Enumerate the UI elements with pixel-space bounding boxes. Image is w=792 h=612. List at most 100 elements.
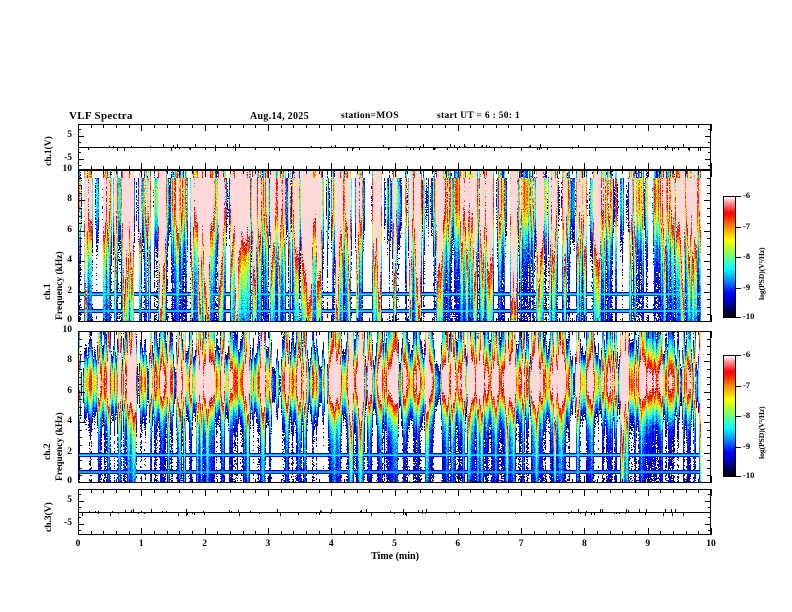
x-minor-tick-top-0-18 (305, 124, 307, 128)
ch2-y-major-tick-left-4 (78, 361, 85, 363)
ch1-y-minor-tick-left-14 (78, 215, 82, 217)
x-minor-tick-bottom-2-47 (673, 479, 675, 483)
x-minor-tick-top-2-3 (115, 331, 117, 335)
ch1v-y-minor-tick-3 (78, 151, 81, 153)
ch2-y-major-tick-right-4 (704, 361, 711, 363)
ch1-y-major-tick-right-2 (704, 261, 711, 263)
x-major-tick-top-2-0 (78, 331, 79, 338)
x-minor-tick-bottom-1-37 (546, 318, 548, 322)
x-major-tick-top-3-3 (267, 489, 269, 496)
ch2-y-major-tick-right-0 (704, 482, 711, 483)
x-minor-tick-top-3-21 (343, 489, 345, 493)
x-minor-tick-top-3-13 (242, 489, 244, 493)
x-minor-tick-top-3-36 (533, 489, 535, 493)
x-major-tick-top-3-4 (331, 489, 333, 496)
x-minor-tick-top-3-47 (673, 489, 675, 493)
x-minor-tick-bottom-2-24 (381, 479, 383, 483)
x-minor-tick-bottom-2-7 (166, 479, 168, 483)
x-minor-tick-bottom-0-8 (179, 166, 181, 170)
x-minor-tick-bottom-3-3 (115, 531, 117, 535)
x-major-tick-top-1-7 (521, 170, 523, 177)
x-minor-tick-bottom-2-44 (635, 479, 637, 483)
ch1-y-major-tick-left-0 (78, 321, 85, 322)
x-minor-tick-top-0-26 (407, 124, 409, 128)
x-minor-tick-bottom-3-12 (229, 531, 231, 535)
x-minor-tick-bottom-0-26 (407, 166, 409, 170)
x-minor-tick-bottom-0-6 (153, 166, 155, 170)
x-minor-tick-top-2-47 (673, 331, 675, 335)
x-tick-label-2: 2 (202, 539, 207, 549)
colorbar-0-tick-2 (736, 257, 741, 258)
ch2-y-tick-label-5: 10 (62, 325, 73, 335)
x-minor-tick-bottom-0-36 (533, 166, 535, 170)
x-minor-tick-top-2-24 (381, 331, 383, 335)
ch2-y-minor-tick-right-19 (707, 338, 711, 340)
x-minor-tick-top-3-37 (546, 489, 548, 493)
x-minor-tick-top-0-48 (685, 124, 687, 128)
x-minor-tick-top-1-12 (229, 170, 231, 174)
x-minor-tick-bottom-1-8 (179, 318, 181, 322)
x-minor-tick-bottom-3-17 (293, 531, 295, 535)
x-minor-tick-bottom-3-42 (609, 531, 611, 535)
x-minor-tick-bottom-1-38 (559, 318, 561, 322)
x-minor-tick-bottom-1-47 (673, 318, 675, 322)
x-minor-tick-bottom-3-39 (571, 531, 573, 535)
colorbar-1-tick-label-3: -9 (743, 440, 751, 451)
x-minor-tick-top-2-4 (128, 331, 130, 335)
x-major-tick-bottom-1-6 (457, 315, 459, 322)
x-minor-tick-top-0-47 (673, 124, 675, 128)
ch2-y-minor-tick-right-17 (707, 353, 711, 355)
x-major-tick-bottom-1-9 (647, 315, 649, 322)
x-minor-tick-top-1-23 (369, 170, 371, 174)
x-minor-tick-bottom-3-48 (685, 531, 687, 535)
ch3v-y-minor-tick-r-2 (708, 512, 711, 513)
x-major-tick-top-3-10 (711, 489, 712, 496)
x-minor-tick-top-1-8 (179, 170, 181, 174)
ch1-y-minor-tick-right-9 (707, 253, 711, 255)
x-minor-tick-bottom-1-6 (153, 318, 155, 322)
x-minor-tick-top-1-29 (445, 170, 447, 174)
x-minor-tick-bottom-0-39 (571, 166, 573, 170)
x-major-tick-top-1-2 (204, 170, 206, 177)
ch2-y-minor-tick-left-17 (78, 353, 82, 355)
x-major-tick-top-1-8 (584, 170, 586, 177)
x-minor-tick-top-2-18 (305, 331, 307, 335)
x-minor-tick-top-3-41 (597, 489, 599, 493)
colorbar-0-tick-label-4: -10 (743, 311, 755, 321)
x-minor-tick-top-3-28 (432, 489, 434, 493)
x-major-tick-bottom-0-5 (394, 163, 396, 170)
x-minor-tick-top-3-34 (508, 489, 510, 493)
x-minor-tick-bottom-1-24 (381, 318, 383, 322)
x-minor-tick-bottom-1-4 (128, 318, 130, 322)
x-minor-tick-bottom-1-48 (685, 318, 687, 322)
x-minor-tick-bottom-1-42 (609, 318, 611, 322)
x-minor-tick-bottom-0-34 (508, 166, 510, 170)
x-major-tick-top-1-6 (457, 170, 459, 177)
x-minor-tick-bottom-0-49 (698, 166, 700, 170)
x-minor-tick-top-3-19 (318, 489, 320, 493)
x-minor-tick-top-2-11 (217, 331, 219, 335)
x-minor-tick-bottom-0-7 (166, 166, 168, 170)
x-minor-tick-top-0-42 (609, 124, 611, 128)
x-major-tick-top-2-9 (647, 331, 649, 338)
x-minor-tick-top-1-22 (356, 170, 358, 174)
x-major-tick-top-3-5 (394, 489, 396, 496)
x-minor-tick-bottom-3-7 (166, 531, 168, 535)
x-minor-tick-bottom-2-4 (128, 479, 130, 483)
ch1-y-minor-tick-right-18 (707, 185, 711, 187)
x-minor-tick-bottom-1-21 (343, 318, 345, 322)
x-minor-tick-top-0-17 (293, 124, 295, 128)
x-minor-tick-top-2-38 (559, 331, 561, 335)
ch1-voltage-noise (79, 125, 710, 169)
x-minor-tick-top-0-8 (179, 124, 181, 128)
x-minor-tick-bottom-0-27 (419, 166, 421, 170)
ch1v-y-tick-left-0 (78, 135, 84, 137)
x-minor-tick-bottom-2-18 (305, 479, 307, 483)
x-minor-tick-top-1-2 (103, 170, 105, 174)
ch3v-y-tick-left-0 (78, 500, 84, 502)
ch1-y-major-tick-left-4 (78, 200, 85, 202)
x-minor-tick-bottom-0-38 (559, 166, 561, 170)
x-minor-tick-bottom-1-23 (369, 318, 371, 322)
x-minor-tick-bottom-1-7 (166, 318, 168, 322)
x-major-tick-bottom-0-9 (647, 163, 649, 170)
